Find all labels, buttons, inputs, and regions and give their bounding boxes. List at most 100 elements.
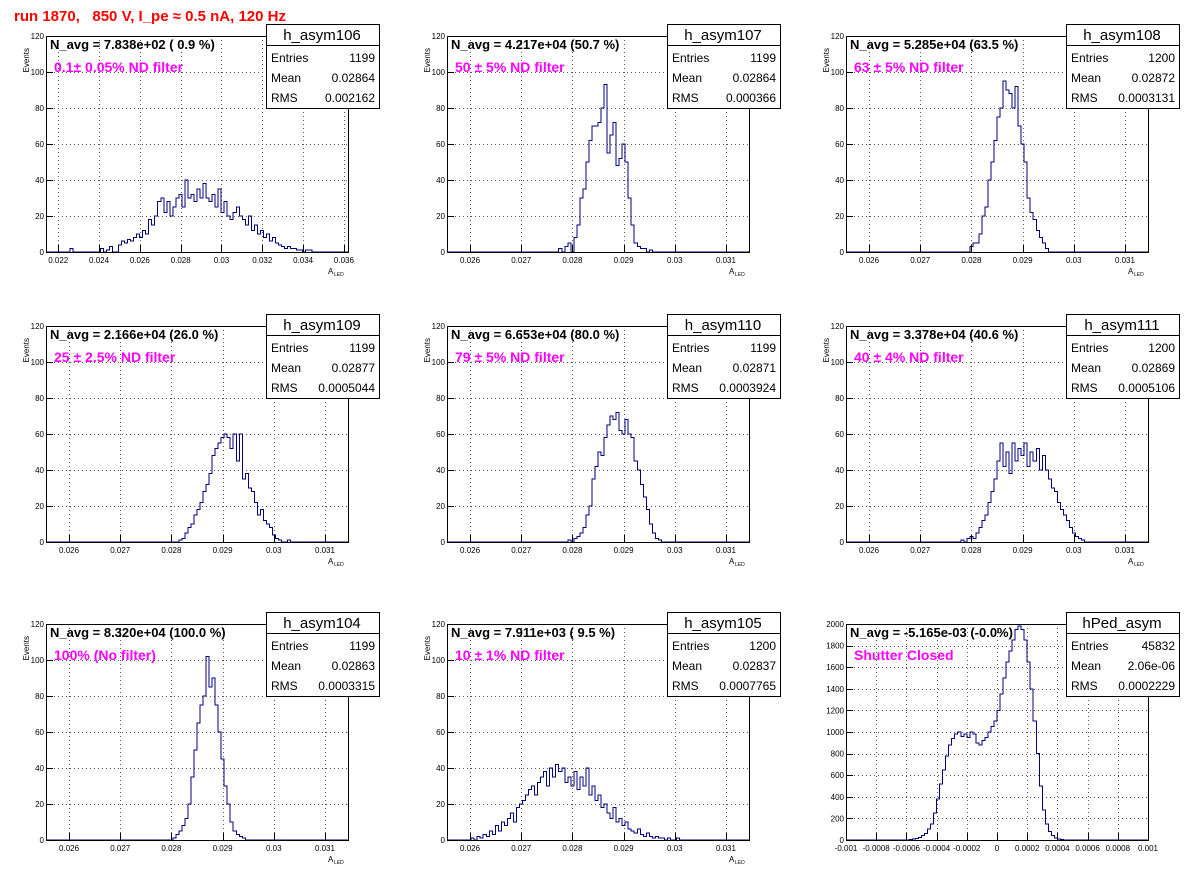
y-tick-label: 120	[831, 32, 845, 41]
stats-value: 0.000366	[726, 91, 776, 105]
x-tick-label: 0.031	[716, 546, 737, 555]
navg-label: N_avg = 5.285e+04 (63.5 %)	[850, 37, 1018, 52]
filter-label: 40 ± 4% ND filter	[854, 349, 964, 365]
x-tick-label: 0.029	[213, 844, 234, 853]
stats-label: Entries	[1071, 341, 1108, 355]
y-tick-label: 40	[436, 764, 445, 773]
histogram-series	[46, 179, 348, 253]
stats-label: RMS	[271, 381, 298, 395]
x-tick-label: 0.026	[460, 844, 481, 853]
y-tick-label: 60	[835, 140, 844, 149]
y-tick-label: 1400	[826, 685, 844, 694]
stats-label: Entries	[1071, 51, 1108, 65]
y-tick-label: 60	[35, 430, 44, 439]
y-tick-label: 80	[35, 104, 44, 113]
histogram-series	[447, 84, 749, 253]
y-tick-label: 60	[436, 430, 445, 439]
stats-label: Entries	[271, 51, 308, 65]
y-tick-label: 1600	[826, 663, 844, 672]
y-tick-label: 400	[831, 793, 845, 802]
x-axis-label-sub: LED	[735, 860, 745, 866]
stats-value: 1200	[1148, 51, 1175, 65]
stats-box	[1066, 612, 1180, 697]
stats-title: h_asym106	[283, 27, 361, 44]
histogram-series	[846, 442, 1148, 543]
navg-label: N_avg = 2.166e+04 (26.0 %)	[50, 327, 218, 342]
stats-title: h_asym108	[1083, 27, 1161, 44]
x-tick-label: 0.0002	[1015, 844, 1040, 853]
x-tick-label: 0.029	[213, 546, 234, 555]
y-tick-label: 100	[31, 656, 45, 665]
y-tick-label: 100	[432, 656, 446, 665]
y-tick-label: 20	[35, 502, 44, 511]
x-tick-label: 0.028	[161, 546, 182, 555]
x-axis-label-sub: LED	[334, 562, 344, 568]
x-tick-label: 0.031	[1115, 546, 1136, 555]
x-tick-label: 0.026	[859, 546, 880, 555]
y-tick-label: 60	[35, 140, 44, 149]
y-tick-label: 0	[40, 836, 45, 845]
stats-label: Entries	[672, 51, 709, 65]
y-tick-label: 120	[831, 322, 845, 331]
x-axis-label: A	[729, 855, 735, 864]
y-axis-label: Events	[423, 338, 432, 362]
navg-label: N_avg = 6.653e+04 (80.0 %)	[451, 327, 619, 342]
y-tick-label: 20	[436, 212, 445, 221]
stats-title: h_asym109	[283, 317, 361, 334]
stats-value: 0.0003315	[318, 679, 375, 693]
histogram-panel-h_asym107: 0.026 0.027 0.028 0.029 0.03 0.031 0 20 40 60 80 10…	[423, 24, 781, 278]
y-tick-label: 60	[835, 430, 844, 439]
stats-title: h_asym111	[1084, 317, 1159, 334]
stats-label: RMS	[1071, 91, 1098, 105]
histogram-series	[447, 411, 749, 543]
x-tick-label: 0.036	[334, 256, 355, 265]
filter-label: 63 ± 5% ND filter	[854, 59, 964, 75]
navg-label: N_avg = 3.378e+04 (40.6 %)	[850, 327, 1018, 342]
stats-title: h_asym104	[283, 615, 361, 632]
x-tick-label: 0.0008	[1106, 844, 1131, 853]
x-axis-label-sub: LED	[1134, 272, 1144, 278]
y-tick-label: 0	[840, 538, 845, 547]
x-axis-label-sub: LED	[334, 272, 344, 278]
y-tick-label: 40	[35, 466, 44, 475]
stats-value: 0.02864	[733, 71, 777, 85]
y-tick-label: 120	[31, 620, 45, 629]
y-tick-label: 0	[441, 538, 446, 547]
histogram-panel-h_asym105: 0.026 0.027 0.028 0.029 0.03 0.031 0 20 40 60 80 10…	[423, 612, 781, 866]
x-tick-label: 0.027	[910, 546, 931, 555]
stats-label: Mean	[271, 659, 301, 673]
x-axis-label-sub: LED	[1134, 562, 1144, 568]
x-tick-label: 0.028	[562, 844, 583, 853]
x-tick-label: 0.031	[315, 546, 336, 555]
filter-label: 100% (No filter)	[54, 647, 156, 663]
histogram-panel-hPed_asym: -0.001 -0.0008 -0.0006 -0.0004 -0.0002 0 0.000…	[826, 612, 1180, 853]
x-axis-label-sub: LED	[735, 272, 745, 278]
stats-label: RMS	[672, 91, 699, 105]
x-tick-label: 0.028	[171, 256, 192, 265]
stats-title: hPed_asym	[1082, 615, 1161, 632]
x-tick-label: 0.022	[48, 256, 69, 265]
x-tick-label: 0.03	[667, 546, 683, 555]
stats-value: 0.02837	[733, 659, 777, 673]
y-tick-label: 100	[31, 68, 45, 77]
stats-label: Entries	[1071, 639, 1108, 653]
filter-label: 79 ± 5% ND filter	[455, 349, 565, 365]
y-axis-label: Events	[423, 48, 432, 72]
histogram-panel-h_asym104: 0.026 0.027 0.028 0.029 0.03 0.031 0 20 40 60 80 10…	[22, 612, 380, 866]
x-axis-label: A	[729, 557, 735, 566]
y-tick-label: 20	[436, 800, 445, 809]
y-tick-label: 40	[35, 176, 44, 185]
stats-value: 0.0005106	[1118, 381, 1175, 395]
stats-label: RMS	[271, 679, 298, 693]
x-axis-label: A	[328, 557, 334, 566]
x-tick-label: 0.026	[460, 256, 481, 265]
stats-label: Entries	[271, 639, 308, 653]
x-tick-label: 0.001	[1138, 844, 1159, 853]
filter-label: 10 ± 1% ND filter	[455, 647, 565, 663]
stats-value: 1199	[349, 639, 375, 653]
y-axis-label: Events	[22, 636, 31, 660]
y-tick-label: 80	[436, 394, 445, 403]
stats-value: 0.02877	[332, 361, 376, 375]
y-tick-label: 60	[436, 728, 445, 737]
y-tick-label: 800	[831, 750, 845, 759]
